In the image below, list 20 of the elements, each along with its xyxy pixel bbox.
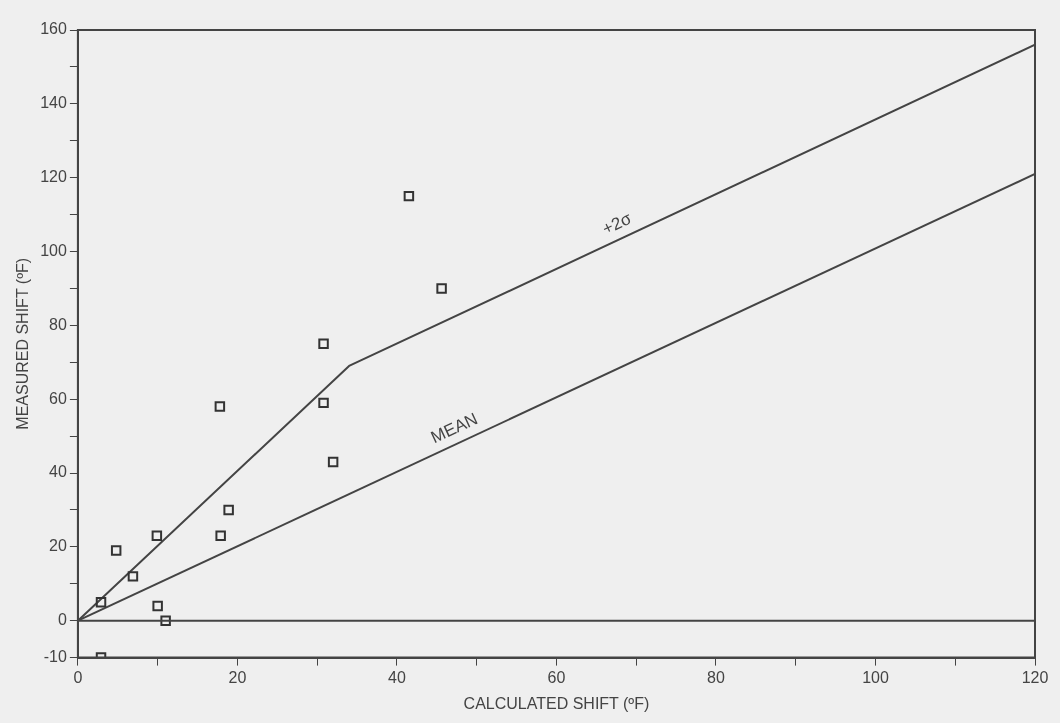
x-tick-label: 20 [228, 668, 247, 686]
x-tick-label: 40 [388, 668, 406, 686]
x-tick-label: 120 [1021, 668, 1049, 686]
x-tick-label: 100 [862, 668, 889, 686]
y-tick-label: 60 [49, 389, 67, 407]
y-tick-label: 100 [40, 241, 67, 259]
y-tick-label: -10 [43, 648, 67, 666]
x-tick-label: 60 [547, 668, 566, 686]
y-tick-label: 20 [49, 537, 67, 555]
x-tick-label: 0 [73, 668, 83, 686]
x-tick-label: 80 [707, 668, 725, 686]
text: +2σ [599, 208, 635, 239]
y-tick-label: 120 [40, 168, 67, 186]
y-tick-label: 40 [49, 463, 67, 481]
x-axis-title: CALCULATED SHIFT (ºF) [463, 694, 650, 712]
y-tick-label: 0 [57, 611, 67, 629]
y-axis-title: MEASURED SHIFT (ºF) [14, 257, 32, 430]
y-tick-label: 140 [40, 94, 67, 112]
y-tick-label: 80 [49, 315, 67, 333]
y-tick-label: 160 [40, 20, 67, 38]
